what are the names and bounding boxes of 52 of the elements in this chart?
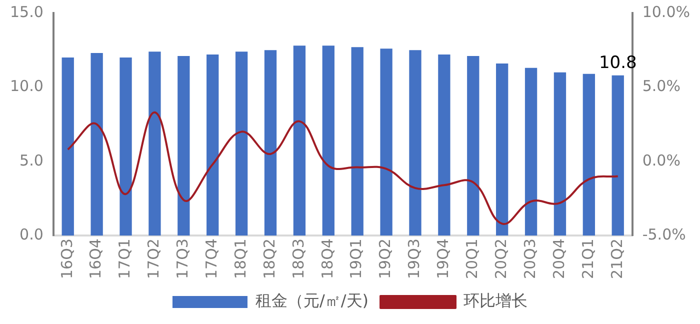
y-tick-label: 5.0 <box>20 151 44 170</box>
bar <box>322 46 334 236</box>
line-series <box>66 111 619 225</box>
x-tick-label: 21Q1 <box>578 238 597 279</box>
x-tick-label: 17Q1 <box>116 238 134 279</box>
x-tick-label: 18Q1 <box>231 238 250 279</box>
bar <box>438 54 450 236</box>
bar <box>380 48 392 236</box>
data-label: 10.8 <box>598 53 637 74</box>
y-tick-label: 10.0 <box>10 77 44 96</box>
bar <box>293 46 306 236</box>
bar <box>264 50 277 236</box>
y-tick-label: 0.0 <box>20 225 44 244</box>
x-tick-label: 17Q3 <box>174 238 192 279</box>
x-tick-label: 18Q4 <box>318 238 336 279</box>
bar <box>120 58 132 236</box>
y2-tick-label: 10.0% <box>642 2 690 21</box>
bar <box>524 68 538 236</box>
x-tick-label: 17Q4 <box>202 238 220 279</box>
legend-label: 环比增长 <box>464 291 528 310</box>
y-tick-label: 15.0 <box>10 2 44 21</box>
x-tick-label: 19Q1 <box>347 238 366 279</box>
x-tick-label: 20Q1 <box>463 238 482 279</box>
bar <box>582 74 596 236</box>
y2-tick-label: -5.0% <box>642 225 686 244</box>
bar <box>206 54 219 236</box>
bar <box>235 52 248 236</box>
x-tick-label: 18Q3 <box>289 238 308 279</box>
x-tick-label: 19Q4 <box>434 238 452 279</box>
x-tick-label: 18Q2 <box>260 238 278 279</box>
bar <box>612 75 624 236</box>
bar <box>148 52 161 236</box>
bar <box>409 50 422 236</box>
x-tick-label: 21Q2 <box>608 238 626 279</box>
y2-tick-label: 0.0% <box>642 151 680 170</box>
bar <box>351 47 364 236</box>
x-tick-label: 16Q3 <box>58 238 76 279</box>
x-tick-label: 20Q4 <box>550 238 568 279</box>
x-tick-label: 16Q4 <box>86 238 105 279</box>
legend-label: 租金（元/㎡/天) <box>255 291 369 310</box>
x-tick-label: 20Q2 <box>492 238 510 279</box>
bar <box>90 53 103 236</box>
bar <box>62 58 74 236</box>
bar <box>467 56 480 236</box>
x-tick-label: 20Q3 <box>520 238 539 279</box>
x-tick-label: 17Q2 <box>144 238 163 279</box>
bar <box>554 72 566 236</box>
x-tick-label: 19Q2 <box>376 238 394 279</box>
y2-tick-label: 5.0% <box>642 77 680 96</box>
bar <box>496 63 508 236</box>
bar <box>178 56 190 236</box>
x-tick-label: 19Q3 <box>405 238 424 279</box>
